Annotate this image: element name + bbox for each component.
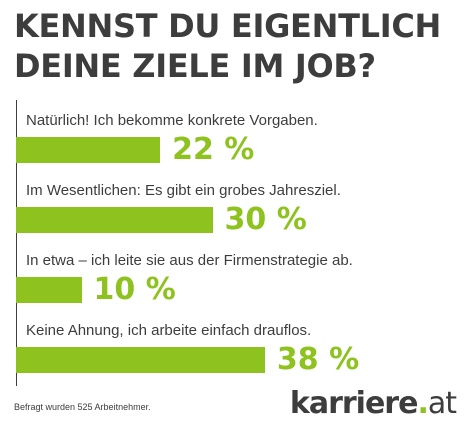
chart-title: KENNST DU EIGENTLICH DEINE ZIELE IM JOB? bbox=[14, 6, 464, 86]
value-label: 30 % bbox=[224, 202, 307, 237]
value-label: 38 % bbox=[276, 342, 360, 377]
footnote: Befragt wurden 525 Arbeitnehmer. bbox=[14, 402, 151, 412]
category-label: Natürlich! Ich bekomme konkrete Vorgaben… bbox=[26, 112, 318, 129]
brand-logo: karriere.at bbox=[289, 386, 457, 421]
category-label: In etwa – ich leite sie aus der Firmenst… bbox=[26, 252, 353, 269]
chart-title-line-2: DEINE ZIELE IM JOB? bbox=[14, 47, 376, 85]
brand-logo-dot: . bbox=[417, 386, 428, 421]
bar bbox=[16, 207, 213, 233]
bar bbox=[16, 137, 161, 163]
value-label: 22 % bbox=[172, 132, 255, 167]
brand-logo-name: karriere bbox=[289, 386, 419, 421]
category-label: Keine Ahnung, ich arbeite einfach draufl… bbox=[26, 322, 312, 339]
chart-title-line-1: KENNST DU EIGENTLICH bbox=[14, 7, 441, 45]
y-axis-line bbox=[16, 100, 17, 386]
brand-logo-tld: at bbox=[427, 386, 457, 421]
bar bbox=[16, 277, 82, 303]
value-label: 10 % bbox=[93, 272, 176, 307]
bar bbox=[16, 347, 265, 373]
category-label: Im Wesentlichen: Es gibt ein grobes Jahr… bbox=[26, 182, 341, 199]
